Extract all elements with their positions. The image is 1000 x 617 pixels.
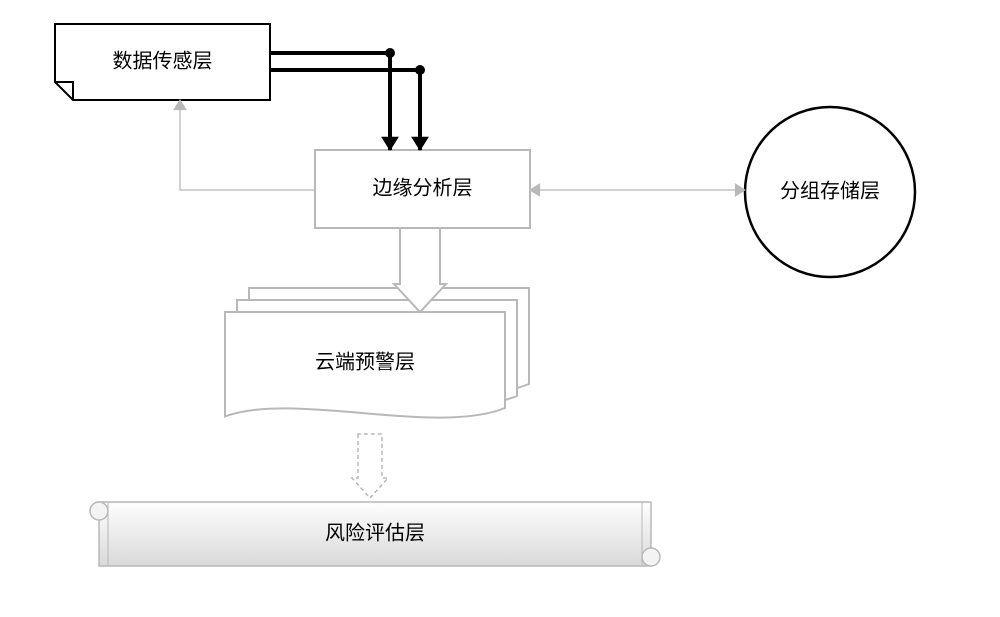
- svg-text:风险评估层: 风险评估层: [325, 521, 425, 544]
- architecture-diagram: 数据传感层边缘分析层 分组存储层云端预警层风险评估层: [0, 0, 1000, 617]
- dashed-arrow-down: [352, 434, 388, 498]
- node-edge-analysis: 边缘分析层: [315, 150, 530, 228]
- svg-text:边缘分析层: 边缘分析层: [373, 176, 473, 199]
- node-data-sensing: 数据传感层: [55, 24, 270, 100]
- node-cloud-warning: 云端预警层: [225, 288, 529, 418]
- svg-text:分组存储层: 分组存储层: [780, 179, 880, 202]
- svg-text:云端预警层: 云端预警层: [315, 350, 415, 373]
- node-group-storage: 分组存储层: [745, 107, 915, 277]
- node-risk-assess: 风险评估层: [90, 502, 660, 566]
- svg-text:数据传感层: 数据传感层: [113, 49, 213, 72]
